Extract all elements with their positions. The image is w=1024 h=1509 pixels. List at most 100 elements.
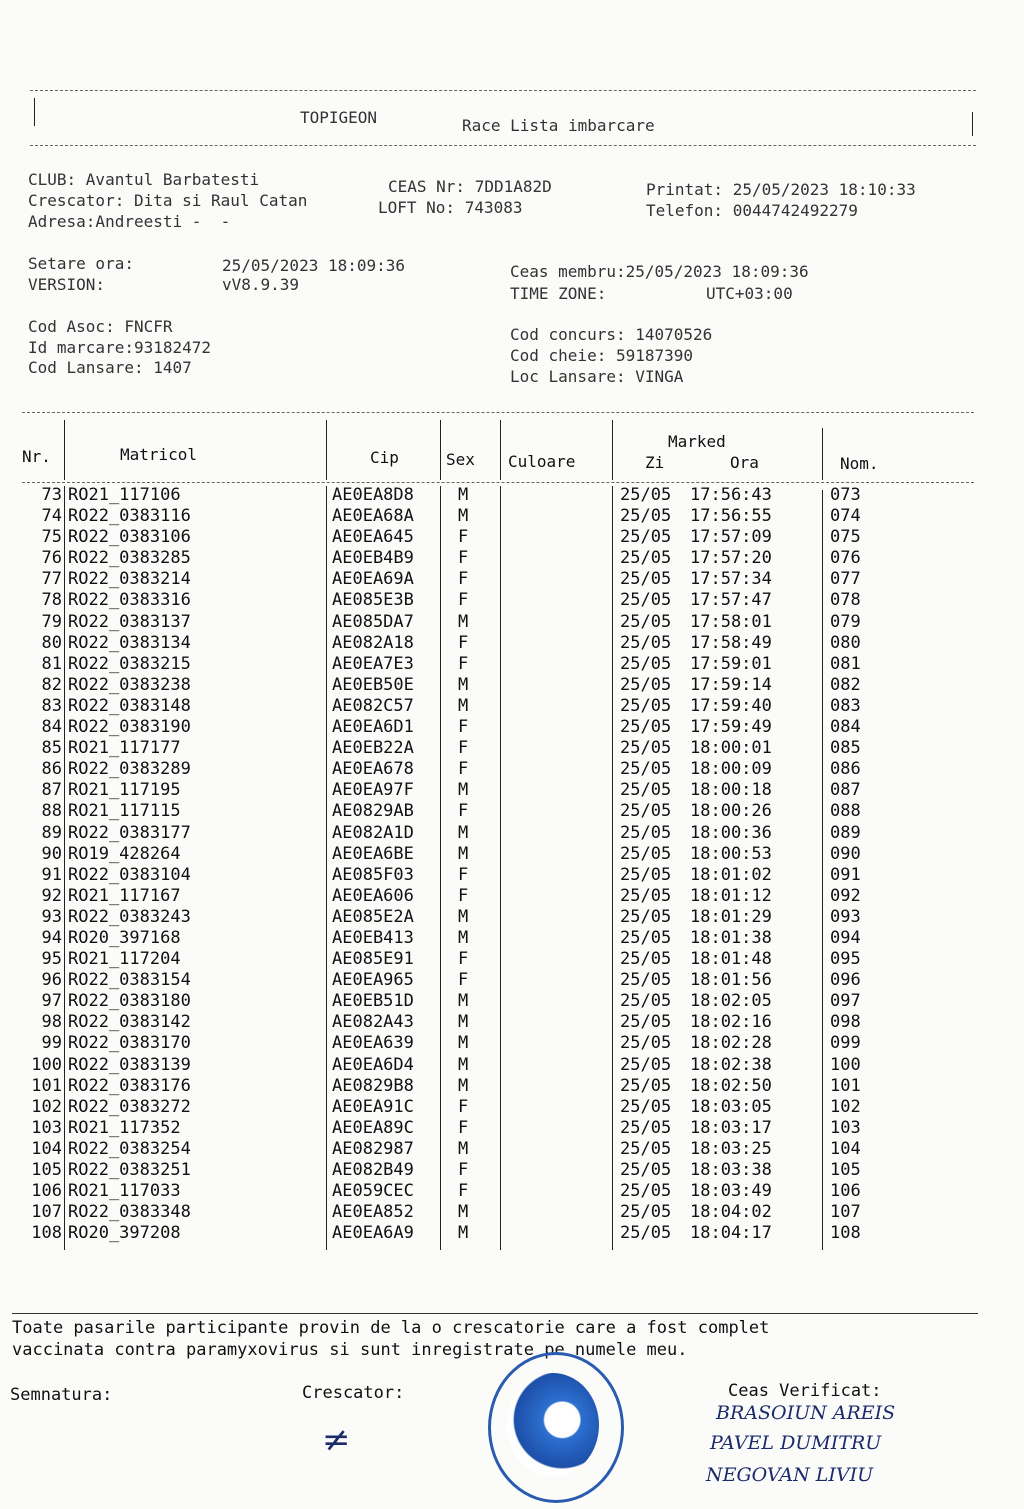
col-matricol: Matricol — [120, 445, 198, 464]
nom: 095 — [830, 949, 861, 970]
loft-no: LOFT No: 743083 — [378, 198, 523, 217]
matricol: RO22_0383190 — [68, 717, 191, 738]
ora: 18:02:50 — [690, 1075, 772, 1096]
nom: 103 — [830, 1117, 861, 1138]
zi: 25/05 — [620, 632, 672, 653]
table-row: 94 RO20_397168 AE0EB413 M 25/05 18:01:38 094 — [0, 928, 1024, 949]
nom: 086 — [830, 759, 861, 780]
row-nr: 106 — [31, 1181, 62, 1202]
cip: AE0EA7E3 — [332, 653, 414, 674]
col-zi: Zi — [645, 453, 665, 472]
nom: 076 — [830, 548, 861, 569]
divider — [972, 112, 973, 136]
row-nr: 80 — [41, 632, 62, 653]
nom: 106 — [830, 1181, 861, 1202]
zi: 25/05 — [620, 506, 672, 527]
table-row: 82 RO22_0383238 AE0EB50E M 25/05 17:59:14 082 — [0, 675, 1024, 696]
telefon: Telefon: 0044742492279 — [646, 201, 858, 220]
divider — [30, 145, 976, 146]
sex: M — [458, 485, 469, 505]
row-nr: 81 — [41, 653, 62, 674]
row-nr: 95 — [41, 949, 62, 970]
nom: 079 — [830, 611, 861, 632]
ora: 17:59:49 — [690, 717, 772, 738]
cip: AE0EA678 — [332, 759, 414, 780]
cip: AE082C57 — [332, 695, 414, 716]
sex: M — [458, 1138, 469, 1159]
zi: 25/05 — [620, 695, 672, 716]
zi: 25/05 — [620, 1223, 672, 1244]
row-nr: 89 — [41, 822, 62, 843]
cip: AE0EA89C — [332, 1117, 414, 1138]
cip: AE0EA606 — [332, 885, 414, 906]
row-nr: 77 — [41, 569, 62, 590]
cip: AE0EA6D1 — [332, 717, 414, 738]
printat: Printat: 25/05/2023 18:10:33 — [646, 180, 916, 199]
divider — [22, 482, 974, 483]
matricol: RO22_0383272 — [68, 1096, 191, 1117]
divider — [12, 1313, 978, 1314]
table-row: 97 RO22_0383180 AE0EB51D M 25/05 18:02:05 097 — [0, 991, 1024, 1012]
nom: 094 — [830, 927, 861, 948]
cip: AE0829AB — [332, 801, 414, 822]
ora: 18:01:02 — [690, 864, 772, 885]
table-row: 106 RO21_117033 AE059CEC F 25/05 18:03:49 106 — [0, 1181, 1024, 1202]
cip: AE0EA639 — [332, 1033, 414, 1054]
cip: AE082987 — [332, 1138, 414, 1159]
sex: F — [458, 970, 469, 991]
cip: AE0EA6A9 — [332, 1223, 414, 1244]
nom: 097 — [830, 991, 861, 1012]
ora: 18:03:49 — [690, 1181, 772, 1202]
column-line — [822, 490, 823, 1250]
cip: AE0EA97F — [332, 780, 414, 801]
row-nr: 99 — [41, 1033, 62, 1054]
cip: AE0EB51D — [332, 991, 414, 1012]
table-row: 74 RO22_0383116 AE0EA68A M 25/05 17:56:55 074 — [0, 506, 1024, 527]
table-row: 85 RO21_117177 AE0EB22A F 25/05 18:00:01 085 — [0, 738, 1024, 759]
row-nr: 76 — [41, 548, 62, 569]
sex: F — [458, 717, 469, 738]
statement-line-1: Toate pasarile participante provin de la… — [12, 1318, 770, 1338]
cip: AE082B49 — [332, 1160, 414, 1180]
row-nr: 74 — [41, 506, 62, 527]
table-row: 107 RO22_0383348 AE0EA852 M 25/05 18:04:02 107 — [0, 1202, 1024, 1223]
table-row: 89 RO22_0383177 AE082A1D M 25/05 18:00:36 089 — [0, 823, 1024, 844]
sex: M — [458, 906, 469, 927]
zi: 25/05 — [620, 738, 672, 759]
ceas-membru: Ceas membru:25/05/2023 18:09:36 — [510, 262, 809, 281]
table-row: 88 RO21_117115 AE0829AB F 25/05 18:00:26 088 — [0, 801, 1024, 822]
table-row: 98 RO22_0383142 AE082A43 M 25/05 18:02:16 098 — [0, 1012, 1024, 1033]
ora: 17:59:01 — [690, 653, 772, 674]
zi: 25/05 — [620, 906, 672, 927]
ora: 18:00:09 — [690, 759, 772, 780]
row-nr: 107 — [31, 1202, 62, 1223]
matricol: RO21_117167 — [68, 885, 181, 906]
matricol: RO19_428264 — [68, 843, 181, 864]
nom: 090 — [830, 843, 861, 864]
nom: 101 — [830, 1075, 861, 1096]
zi: 25/05 — [620, 1096, 672, 1117]
column-line — [612, 420, 613, 480]
nom: 077 — [830, 569, 861, 590]
matricol: RO22_0383289 — [68, 759, 191, 780]
matricol: RO22_0383214 — [68, 569, 191, 590]
sex: M — [458, 991, 469, 1012]
sex: F — [458, 738, 469, 759]
zi: 25/05 — [620, 1160, 672, 1180]
row-nr: 98 — [41, 1012, 62, 1033]
nom: 087 — [830, 780, 861, 801]
report-title: TOPIGEON — [300, 108, 378, 127]
sex: F — [458, 1160, 469, 1180]
loc-lansare: Loc Lansare: VINGA — [510, 367, 684, 386]
matricol: RO22_0383177 — [68, 822, 191, 843]
zi: 25/05 — [620, 590, 672, 611]
table-row: 100 RO22_0383139 AE0EA6D4 M 25/05 18:02:38 100 — [0, 1055, 1024, 1076]
matricol: RO20_397208 — [68, 1223, 181, 1244]
semnatura-label: Semnatura: — [10, 1385, 113, 1405]
table-row: 102 RO22_0383272 AE0EA91C F 25/05 18:03:05 102 — [0, 1097, 1024, 1118]
ora: 18:02:28 — [690, 1033, 772, 1054]
column-line — [326, 420, 327, 480]
version-label: VERSION: — [28, 275, 106, 294]
row-nr: 90 — [41, 843, 62, 864]
sex: M — [458, 1223, 469, 1244]
